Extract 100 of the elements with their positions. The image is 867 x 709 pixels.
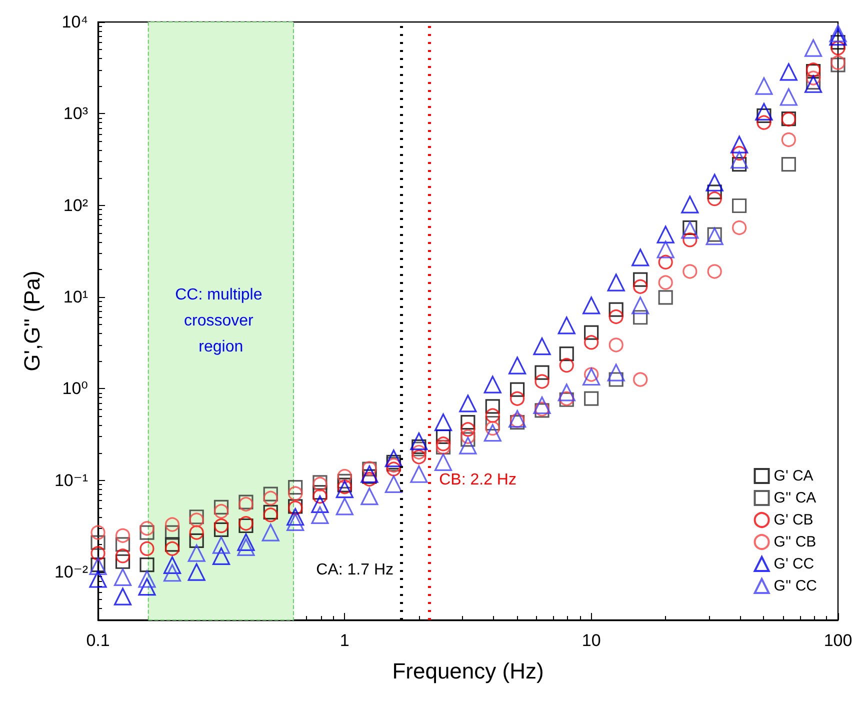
point [510,382,525,397]
point [410,432,428,450]
point [138,578,156,596]
point [189,512,204,528]
point [804,39,822,57]
y-tick-label: 10¹ [63,288,88,307]
point [262,524,280,542]
point [682,264,698,279]
point [607,274,625,292]
point [164,541,180,556]
point [559,358,574,373]
point [633,272,648,287]
point [360,465,378,483]
point [781,157,796,172]
point [214,504,229,519]
point [286,513,304,531]
point [114,568,132,586]
point [459,394,477,412]
point [114,588,132,606]
point [681,196,699,214]
point [658,254,673,270]
point [115,528,130,543]
ref-line-label: CA: 1.7 Hz [316,562,394,578]
point [360,488,378,506]
point [188,544,206,562]
point [484,424,502,442]
point [337,468,352,484]
point [410,465,428,483]
point [559,346,574,362]
point [286,508,304,526]
point [90,525,106,540]
legend-label: G'' CC [774,578,818,594]
point [582,368,600,386]
point [707,191,722,206]
point [755,77,773,95]
point [682,232,698,248]
point [337,474,352,488]
point [189,533,204,548]
point [656,226,674,244]
point [732,220,747,236]
point [608,309,624,324]
point [534,374,550,389]
point [263,490,278,506]
point [730,151,748,169]
legend-label: G' CC [774,556,814,572]
point [608,338,624,352]
y-tick-label: 10⁻¹ [54,470,88,490]
y-tick-label: 10⁰ [62,379,88,398]
point [312,485,328,500]
y-tick-label: 10⁴ [62,12,88,32]
point [755,102,773,121]
point [311,506,329,524]
point [212,547,230,565]
y-tick-label: 10⁻² [54,562,88,582]
point [508,410,526,428]
point [658,290,673,305]
point [460,422,476,437]
point [288,480,303,495]
point [558,384,576,402]
point [781,132,796,148]
point [90,546,106,561]
point [263,504,278,520]
y-axis-title: G',G'' (Pa) [20,270,44,372]
point [633,372,648,387]
point [384,475,402,493]
point [189,510,204,524]
point [384,450,402,468]
point [780,63,798,81]
point [632,248,650,266]
point [115,554,130,569]
point [164,517,180,532]
point [115,537,130,552]
point [460,415,476,430]
point [633,310,648,325]
point [263,486,278,502]
point [485,399,500,414]
point [830,40,846,56]
point [658,275,673,290]
x-tick-label: 10 [582,631,601,650]
point [188,563,206,581]
point [140,541,154,556]
point [756,115,772,130]
point [436,436,451,452]
point [460,429,476,444]
point [707,264,722,279]
legend-label: G' CB [774,512,814,528]
point [214,518,229,534]
point [582,296,600,314]
y-tick-label: 10³ [63,104,88,124]
point [584,325,599,340]
point [510,391,525,406]
point [804,75,822,93]
point [829,24,847,42]
point [115,548,130,564]
x-tick-label: 1 [340,631,350,650]
point [288,486,303,501]
point [140,558,154,572]
x-tick-label: 0.1 [86,631,110,650]
band-label: CC: multiple crossover region [175,286,267,356]
point [90,535,106,550]
